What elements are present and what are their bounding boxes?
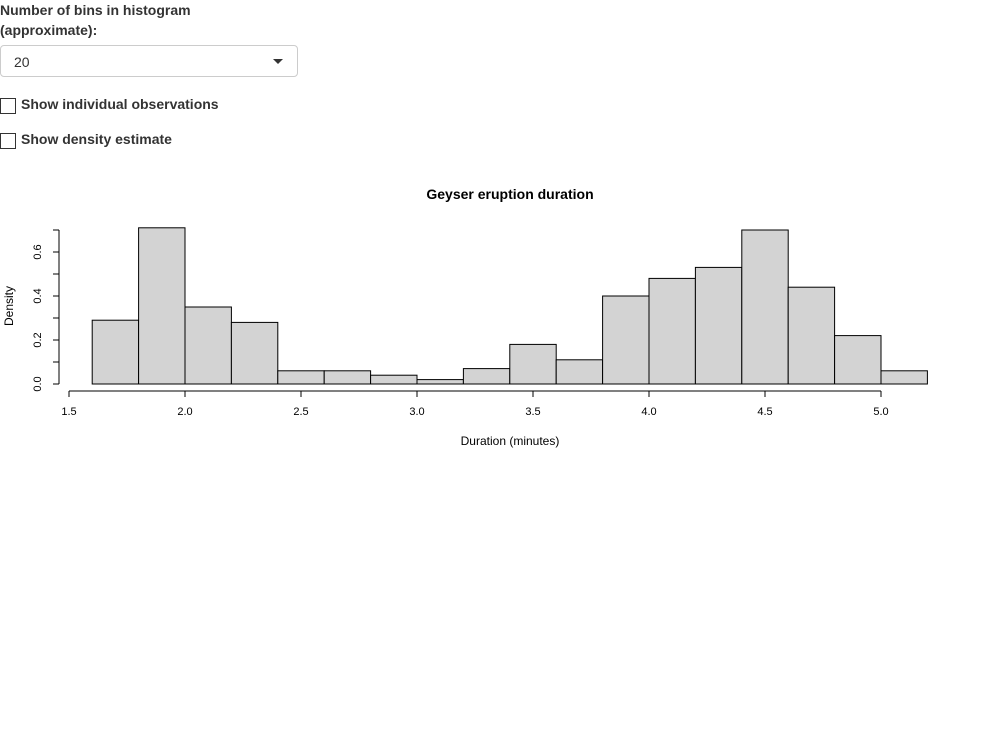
histogram-bar <box>138 227 186 385</box>
histogram-bar <box>184 306 232 385</box>
x-tick-label: 1.5 <box>61 406 76 418</box>
show-observations-checkbox[interactable] <box>0 98 16 114</box>
x-tick-label: 3.0 <box>409 406 424 418</box>
histogram-bar <box>834 335 882 385</box>
x-tick-label: 4.5 <box>757 406 772 418</box>
histogram-bar <box>230 321 279 385</box>
bins-label: Number of bins in histogram (approximate… <box>0 2 191 38</box>
histogram-bar <box>277 370 325 385</box>
y-axis: 0.0 0.2 0.4 0.6 <box>32 229 60 392</box>
show-observations-label: Show individual observations <box>21 96 219 112</box>
x-tick-label: 3.5 <box>525 406 540 418</box>
y-tick-label: 0.6 <box>32 244 44 259</box>
y-axis-label: Density <box>2 286 16 326</box>
histogram-bar <box>370 374 418 385</box>
show-density-option[interactable]: Show density estimate <box>0 131 300 151</box>
bins-select[interactable]: 20 <box>0 45 298 77</box>
chart-title: Geyser eruption duration <box>426 186 593 202</box>
histogram-bar <box>694 266 743 385</box>
y-tick-label: 0.2 <box>32 332 44 347</box>
x-axis-label: Duration (minutes) <box>461 434 560 448</box>
x-axis: 1.5 2.0 2.5 3.0 3.5 4.0 4.5 5.0 <box>61 390 889 418</box>
bins-select-value: 20 <box>14 54 30 70</box>
x-tick-label: 5.0 <box>873 406 888 418</box>
histogram-bar <box>323 370 372 385</box>
histogram-bar <box>648 277 696 385</box>
histogram-bar <box>462 368 511 385</box>
histogram-plot: Geyser eruption duration 1.5 2.0 2.5 3.0 3.5… <box>2 186 928 448</box>
histogram-bar <box>787 286 836 385</box>
histogram-bar <box>602 295 650 385</box>
x-tick-label: 2.5 <box>293 406 308 418</box>
histogram-bars <box>91 227 928 385</box>
histogram-bar <box>880 370 928 385</box>
histogram-bar <box>91 319 140 385</box>
y-tick-label: 0.0 <box>32 376 44 391</box>
x-tick-label: 2.0 <box>177 406 192 418</box>
chevron-down-icon <box>273 59 283 64</box>
show-density-label: Show density estimate <box>21 131 172 147</box>
show-density-checkbox[interactable] <box>0 133 16 149</box>
histogram-bar <box>555 359 604 385</box>
show-observations-option[interactable]: Show individual observations <box>0 96 300 116</box>
histogram-bar <box>416 379 464 385</box>
x-tick-label: 4.0 <box>641 406 656 418</box>
histogram-bar <box>741 229 789 385</box>
histogram-bar <box>509 343 557 385</box>
y-tick-label: 0.4 <box>32 288 44 303</box>
